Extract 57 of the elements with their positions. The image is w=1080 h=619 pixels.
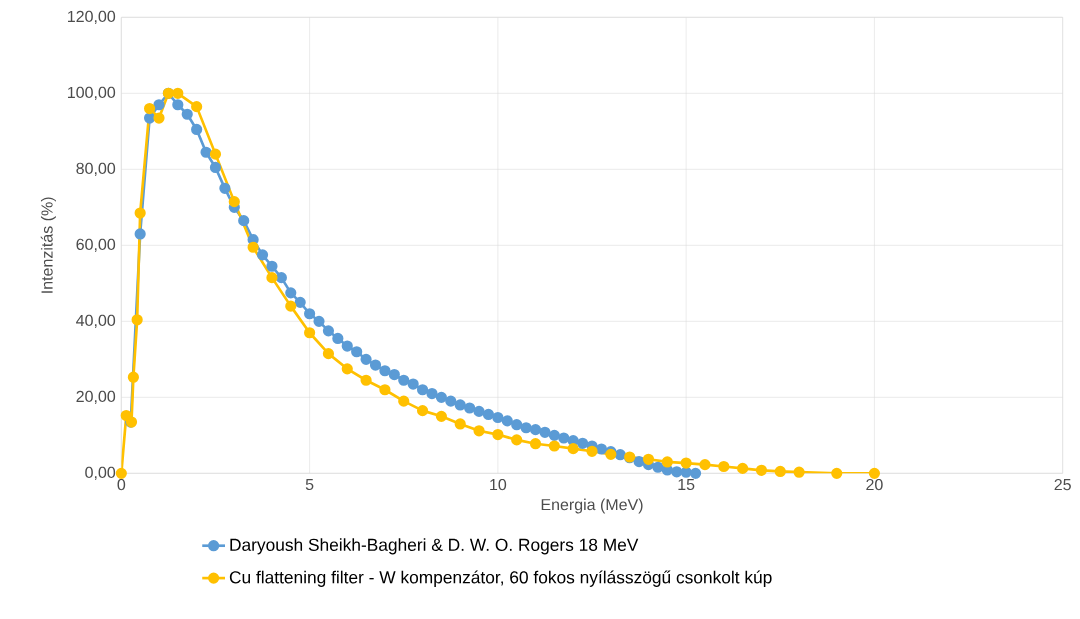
y-tick-label: 80,00 bbox=[76, 162, 116, 177]
point bbox=[131, 314, 143, 326]
point bbox=[642, 453, 655, 466]
point bbox=[360, 374, 372, 386]
point bbox=[755, 464, 768, 477]
x-tick-label: 25 bbox=[1054, 479, 1071, 491]
point bbox=[398, 395, 410, 407]
x-tick-label: 15 bbox=[678, 479, 695, 491]
point bbox=[680, 457, 692, 469]
x-tick-label: 20 bbox=[866, 479, 883, 491]
point bbox=[699, 459, 711, 471]
point bbox=[228, 196, 240, 208]
point bbox=[127, 371, 139, 383]
point bbox=[548, 440, 560, 452]
point bbox=[737, 462, 749, 475]
point bbox=[831, 467, 843, 480]
y-tick-label: 100,00 bbox=[68, 86, 116, 101]
x-tick-label: 10 bbox=[490, 479, 507, 491]
point bbox=[793, 466, 805, 478]
y-tick-label: 0,00 bbox=[85, 466, 116, 481]
legend-label: Daryoush Sheikh-Bagheri & D. W. O. Rogers 18 MeV bbox=[230, 538, 639, 555]
point bbox=[718, 461, 730, 473]
point bbox=[511, 434, 523, 446]
y-tick-label: 60,00 bbox=[76, 238, 116, 253]
point bbox=[322, 348, 335, 360]
point bbox=[868, 467, 881, 480]
y-tick-label: 120,00 bbox=[68, 10, 116, 25]
point bbox=[115, 467, 127, 480]
x-tick-label: 5 bbox=[305, 479, 314, 491]
legend-label: Cu flattening filter - W kompenzátor, 60 fokos nyílásszögű csonkolt kúp bbox=[229, 570, 772, 588]
y-tick-label: 20,00 bbox=[76, 390, 116, 405]
point bbox=[492, 429, 504, 441]
point bbox=[341, 363, 353, 375]
point bbox=[247, 241, 259, 253]
point bbox=[304, 327, 316, 339]
point bbox=[416, 405, 429, 417]
point bbox=[285, 300, 297, 312]
point bbox=[454, 418, 466, 430]
point bbox=[134, 207, 146, 219]
point bbox=[153, 112, 165, 124]
point bbox=[143, 103, 156, 115]
point bbox=[661, 456, 673, 468]
point bbox=[529, 438, 542, 450]
point bbox=[567, 443, 579, 455]
y-tick-label: 40,00 bbox=[76, 314, 116, 329]
x-tick-label: 0 bbox=[117, 479, 126, 491]
point bbox=[191, 101, 203, 113]
point bbox=[473, 425, 485, 437]
point bbox=[379, 384, 391, 396]
y-axis-title: Intenzitás (%) bbox=[40, 197, 56, 293]
point bbox=[172, 87, 184, 100]
point bbox=[266, 272, 278, 284]
point bbox=[774, 465, 786, 478]
x-axis-title: Energia (MeV) bbox=[541, 498, 643, 514]
point bbox=[586, 445, 598, 458]
point bbox=[209, 148, 222, 160]
point bbox=[435, 410, 447, 423]
